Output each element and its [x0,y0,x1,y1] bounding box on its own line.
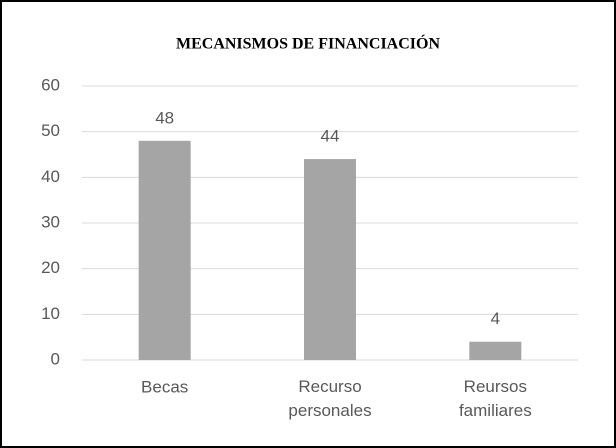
y-tick-label: 30 [41,212,60,231]
y-tick-label: 20 [41,258,60,277]
bar [469,341,522,360]
chart-title: MECANISMOS DE FINANCIACIÓN [176,34,440,53]
y-tick-label: 40 [41,167,60,186]
x-tick-label: Becas [141,377,188,396]
y-tick-label: 0 [51,349,60,368]
data-label: 48 [155,108,174,127]
y-tick-label: 50 [41,121,60,140]
data-label: 44 [321,127,340,146]
x-tick-label: Recurso personales [288,377,371,420]
y-tick-label: 10 [41,304,60,323]
data-label: 4 [491,309,500,328]
x-tick-label: Reursos familiares [459,377,532,420]
bar [138,140,191,360]
y-tick-label: 60 [41,75,60,94]
bar [304,159,356,360]
